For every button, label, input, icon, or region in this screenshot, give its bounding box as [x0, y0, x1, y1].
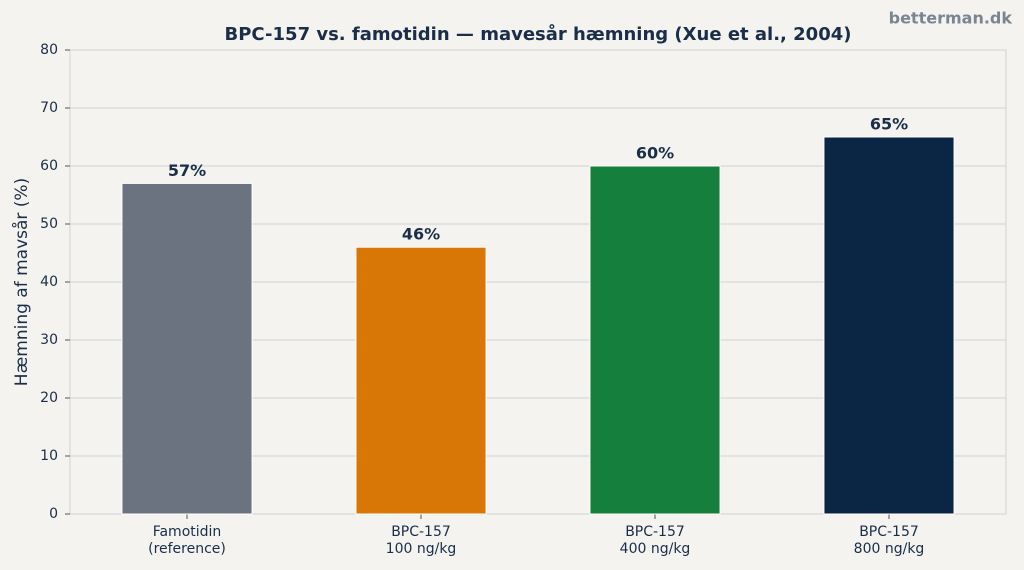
- y-tick-label: 30: [40, 332, 58, 348]
- x-tick-label: BPC-157 400 ng/kg: [619, 524, 691, 557]
- bar: [823, 136, 955, 515]
- y-tick-label: 40: [40, 274, 58, 290]
- bar: [355, 246, 487, 515]
- y-tick-label: 20: [40, 390, 58, 406]
- x-tick-label: BPC-157 800 ng/kg: [853, 524, 925, 557]
- y-axis-label: Hæmning af mavsår (%): [11, 178, 32, 386]
- x-tick-label: BPC-157 100 ng/kg: [385, 524, 457, 557]
- value-label: 65%: [870, 115, 908, 134]
- watermark: betterman.dk: [889, 9, 1013, 28]
- value-label: 46%: [402, 225, 440, 244]
- y-tick-label: 0: [49, 506, 58, 522]
- y-tick-label: 60: [40, 158, 58, 174]
- bar: [121, 182, 253, 515]
- value-label: 57%: [168, 161, 206, 180]
- value-label: 60%: [636, 144, 674, 163]
- y-tick-label: 70: [40, 100, 58, 116]
- y-tick-label: 50: [40, 216, 58, 232]
- bar: [589, 165, 721, 515]
- x-tick-label: Famotidin (reference): [148, 524, 226, 557]
- y-tick-label: 80: [40, 42, 58, 58]
- chart-title: BPC-157 vs. famotidin — mavesår hæmning …: [225, 23, 852, 45]
- y-tick-label: 10: [40, 448, 58, 464]
